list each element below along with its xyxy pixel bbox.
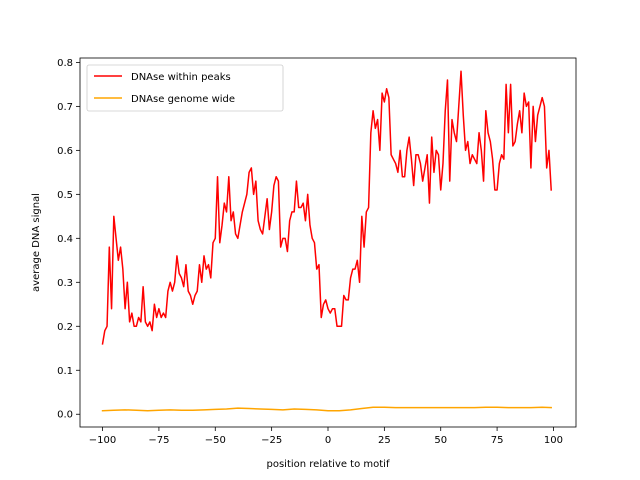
y-tick-label: 0.6 bbox=[57, 146, 73, 157]
x-tick-label: −75 bbox=[148, 435, 169, 446]
x-tick-label: 100 bbox=[544, 435, 563, 446]
x-tick-label: −50 bbox=[205, 435, 226, 446]
x-tick-label: 25 bbox=[378, 435, 391, 446]
legend-box bbox=[86, 64, 284, 112]
y-axis: 0.0 0.1 0.2 0.3 0.4 0.5 0.6 0.7 0.8 bbox=[57, 58, 80, 421]
legend-label-within-peaks: DNAse within peaks bbox=[131, 72, 231, 83]
x-axis: −100 −75 −50 −25 0 25 50 75 100 bbox=[89, 427, 563, 446]
legend-label-genome-wide: DNAse genome wide bbox=[131, 94, 235, 105]
legend: DNAse within peaks DNAse genome wide bbox=[86, 64, 284, 112]
y-tick-label: 0.5 bbox=[57, 190, 73, 201]
x-tick-label: 0 bbox=[325, 435, 331, 446]
series-line-genome-wide bbox=[101, 406, 552, 412]
series-line-within-peaks bbox=[101, 70, 552, 345]
y-tick-label: 0.8 bbox=[57, 58, 73, 69]
x-tick-label: 50 bbox=[434, 435, 447, 446]
y-tick-label: 0.1 bbox=[57, 366, 73, 377]
y-tick-label: 0.2 bbox=[57, 322, 73, 333]
x-axis-label: position relative to motif bbox=[267, 459, 390, 470]
x-tick-label: −25 bbox=[261, 435, 282, 446]
y-tick-label: 0.7 bbox=[57, 102, 73, 113]
y-axis-label: average DNA signal bbox=[31, 193, 42, 292]
y-tick-label: 0.0 bbox=[57, 410, 73, 421]
plot-series bbox=[101, 70, 552, 412]
x-tick-label: −100 bbox=[89, 435, 116, 446]
x-tick-label: 75 bbox=[491, 435, 504, 446]
y-tick-label: 0.3 bbox=[57, 278, 73, 289]
y-tick-label: 0.4 bbox=[57, 234, 73, 245]
